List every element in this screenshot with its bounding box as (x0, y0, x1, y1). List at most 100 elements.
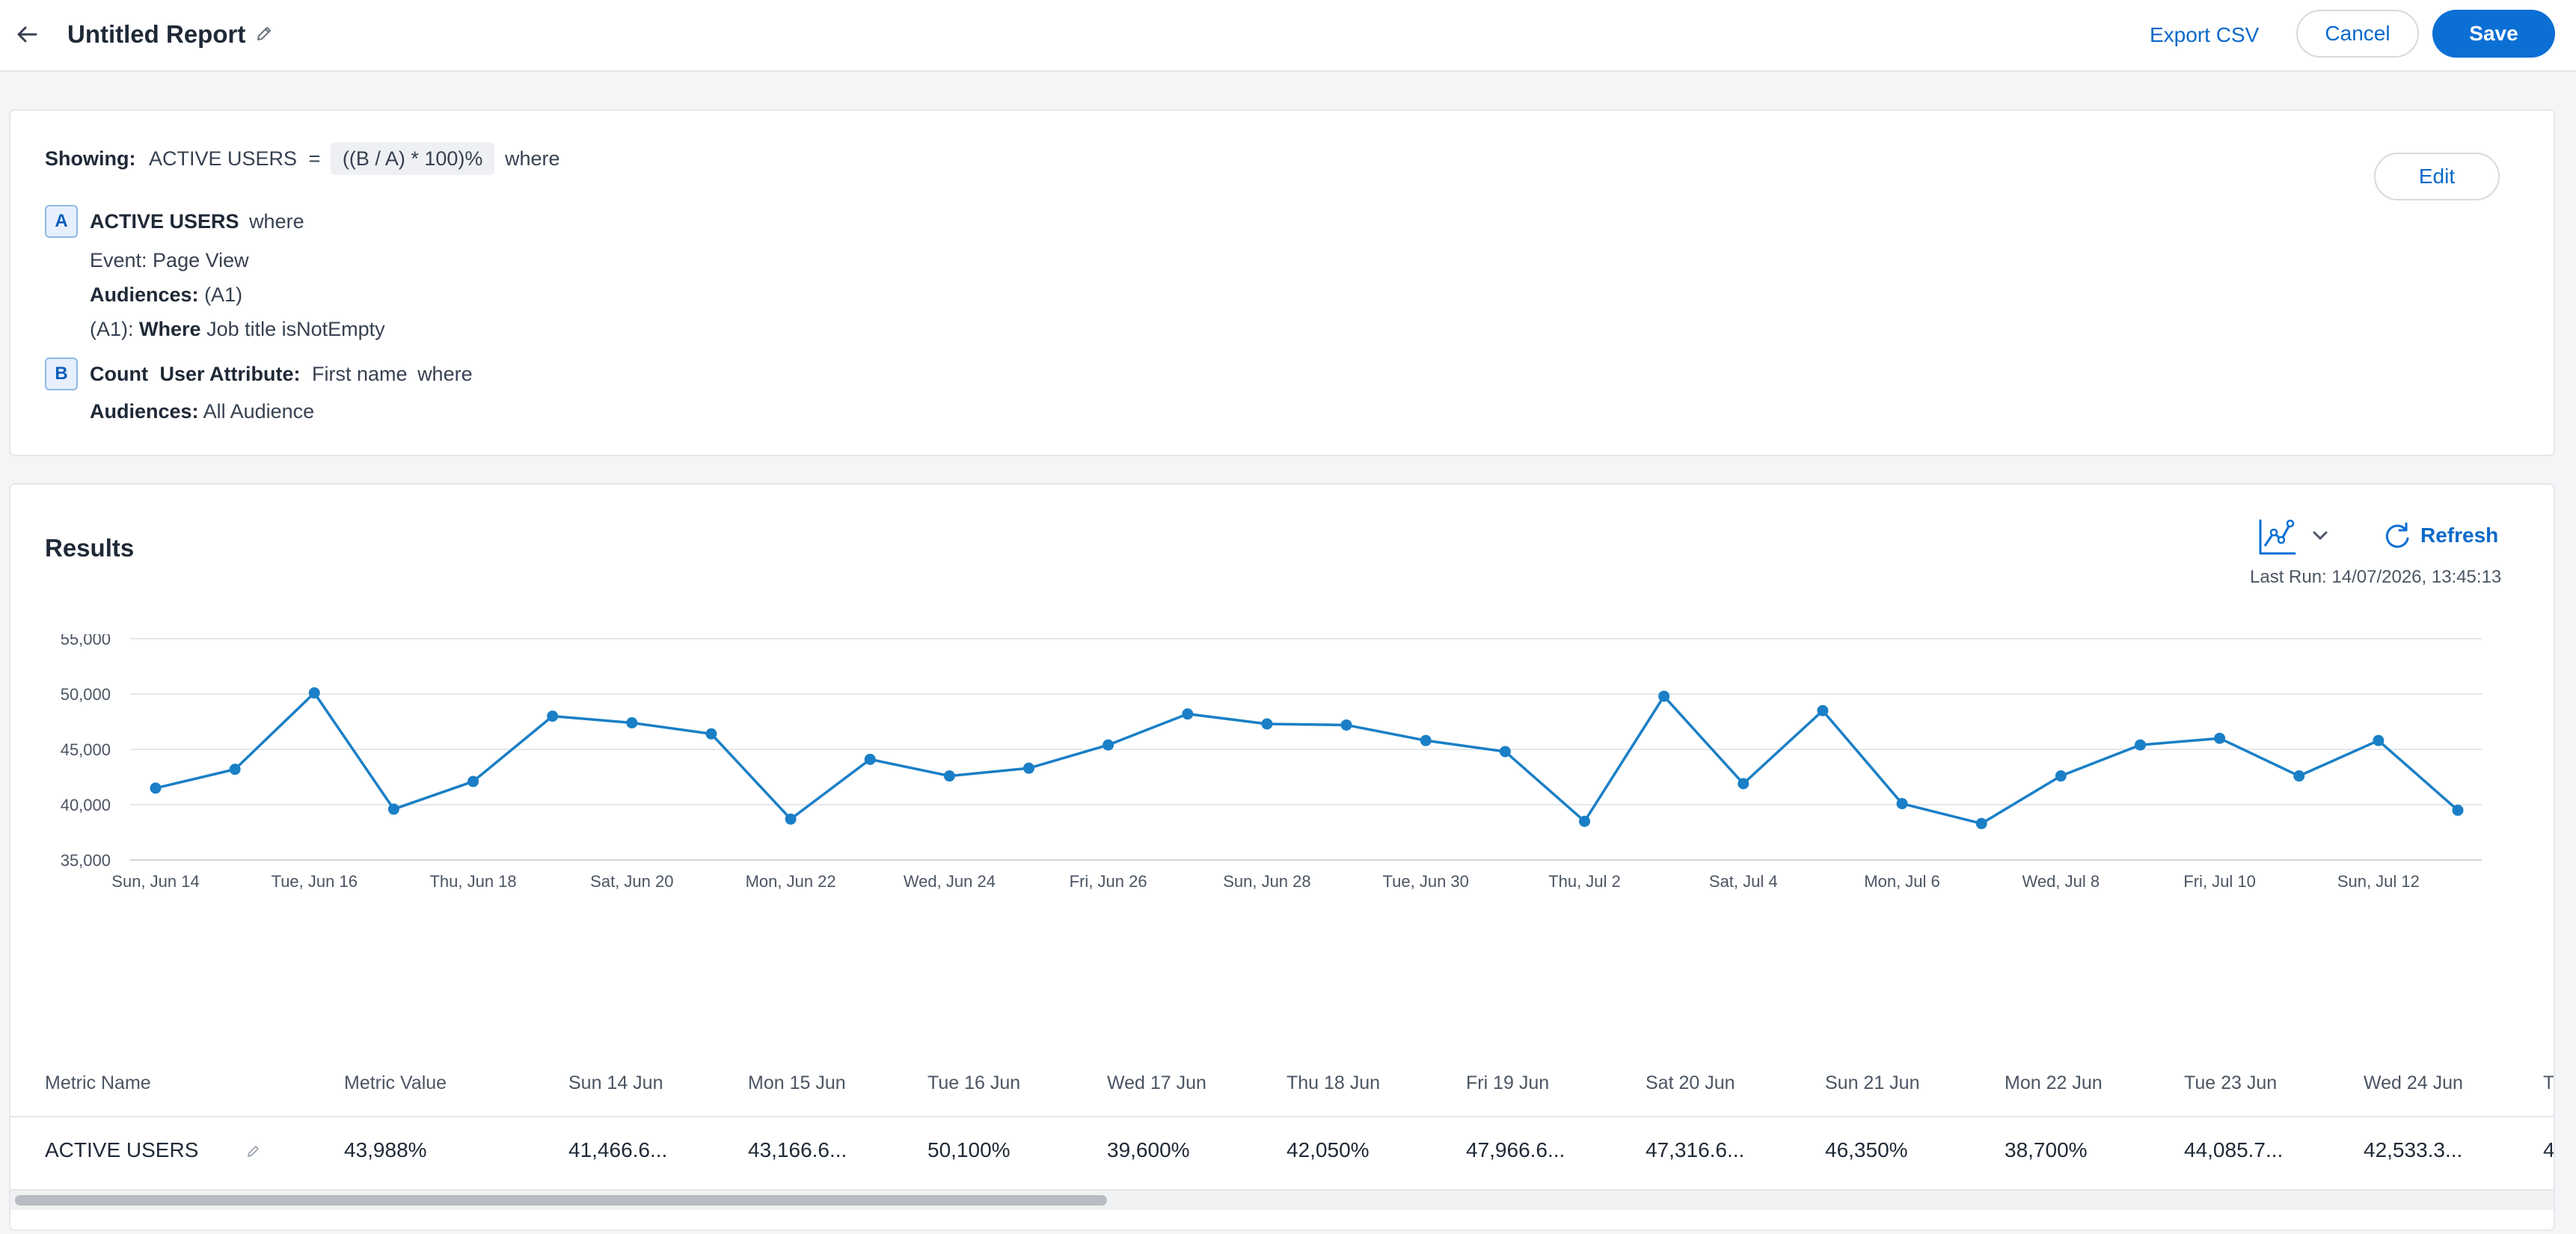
x-tick-label: Mon, Jul 6 (1864, 872, 1940, 891)
column-header-date: Mon 15 Jun (748, 1072, 846, 1093)
audiences-value: (A1) (204, 283, 243, 306)
data-point (785, 813, 797, 825)
horizontal-scrollbar[interactable] (10, 1189, 2554, 1210)
data-point (1578, 815, 1590, 827)
column-header-date: Tue 23 Jun (2184, 1072, 2278, 1093)
data-point (1261, 718, 1273, 730)
column-header-date: Th (2543, 1072, 2555, 1093)
metric-b-line: Count User Attribute: First name where (90, 360, 473, 387)
metric-a-line: ACTIVE USERS where (90, 208, 304, 235)
report-title: Untitled Report (67, 20, 246, 48)
table-cell: 50,100% (927, 1138, 1011, 1161)
x-tick-label: Sun, Jul 12 (2337, 872, 2420, 891)
scrollbar-thumb[interactable] (15, 1195, 1107, 1206)
y-tick-label: 50,000 (61, 685, 111, 704)
metric-a-filter: (A1): Where Job title isNotEmpty (90, 316, 385, 343)
user-attribute-value: First name (312, 363, 408, 385)
filter-text: Job title isNotEmpty (206, 318, 385, 340)
x-tick-label: Sat, Jun 20 (590, 872, 673, 891)
refresh-label: Refresh (2420, 524, 2499, 547)
column-header-date: Sun 14 Jun (568, 1072, 663, 1093)
column-header-date: Tue 16 Jun (927, 1072, 1021, 1093)
where-text: where (504, 147, 560, 170)
data-point (387, 803, 399, 815)
column-header-date: Wed 24 Jun (2364, 1072, 2463, 1093)
chart-type-dropdown[interactable] (2254, 513, 2337, 559)
table-cell: 44,085.7... (2184, 1138, 2284, 1161)
formula-chip: ((B / A) * 100)% (330, 142, 495, 175)
x-tick-label: Sun, Jun 28 (1223, 872, 1310, 891)
refresh-button[interactable]: Refresh (2382, 516, 2498, 555)
data-point (1103, 739, 1114, 751)
edit-button[interactable]: Edit (2374, 153, 2500, 200)
data-point (864, 753, 876, 765)
y-tick-label: 35,000 (61, 851, 111, 870)
table-cell: 42,533.3... (2364, 1138, 2463, 1161)
data-point (1182, 708, 1194, 720)
data-point (1420, 734, 1432, 746)
x-tick-label: Mon, Jun 22 (746, 872, 836, 891)
data-point (2214, 732, 2226, 744)
metric-a-event: Event: Page View (90, 249, 249, 271)
data-point (229, 764, 241, 776)
cancel-button[interactable]: Cancel (2296, 10, 2419, 58)
x-tick-label: Sun, Jun 14 (111, 872, 199, 891)
data-point (1817, 705, 1829, 716)
x-tick-label: Fri, Jul 10 (2183, 872, 2256, 891)
column-header-metric-name: Metric Name (45, 1072, 151, 1093)
x-tick-label: Thu, Jun 18 (429, 872, 516, 891)
data-point (2293, 770, 2305, 782)
x-tick-label: Wed, Jun 24 (904, 872, 996, 891)
line-chart: 35,000 40,000 45,000 50,000 55,000 Sun, Jun 1… (61, 634, 2482, 891)
series-line (155, 691, 2459, 825)
metric-a-where: where (249, 210, 304, 233)
y-tick-label: 45,000 (61, 740, 111, 759)
audiences-label: Audiences: (90, 283, 199, 306)
data-point (1340, 719, 1352, 731)
pencil-icon[interactable] (245, 1143, 262, 1159)
data-point (1738, 778, 1749, 790)
x-tick-label: Wed, Jul 8 (2023, 872, 2100, 891)
column-header-date: Sun 21 Jun (1825, 1072, 1920, 1093)
metric-a-audiences: Audiences: (A1) (90, 281, 242, 308)
y-tick-label: 40,000 (61, 796, 111, 814)
data-point (150, 782, 162, 794)
table-header: Metric Name Metric Value Sun 14 Jun Mon 15 … (10, 1072, 2555, 1102)
save-button[interactable]: Save (2432, 10, 2555, 58)
table-divider (10, 1116, 2554, 1117)
top-bar: Untitled Report Export CSV Cancel Save (0, 0, 2576, 72)
data-point (1896, 798, 1908, 810)
results-title: Results (45, 534, 135, 562)
column-header-date: Thu 18 Jun (1287, 1072, 1381, 1093)
equals-sign: = (308, 147, 321, 170)
x-tick-label: Sat, Jul 4 (1709, 872, 1778, 891)
table-cell: 47,966.6... (1466, 1138, 1565, 1161)
refresh-icon (2385, 522, 2409, 548)
table-cell: 43,166.6... (748, 1138, 847, 1161)
results-card: Results Refresh Last Run: 14/07/2026, 13… (9, 483, 2555, 1231)
data-point (705, 728, 717, 740)
filter-where: Where (139, 318, 201, 340)
data-point (1658, 690, 1670, 702)
audiences-label: Audiences: (90, 400, 199, 423)
export-csv-button[interactable]: Export CSV (2150, 23, 2260, 46)
table-cell: 42,050% (1287, 1138, 1370, 1161)
data-point (467, 776, 479, 788)
data-point (1499, 746, 1511, 758)
x-tick-label: Tue, Jun 30 (1383, 872, 1469, 891)
pencil-icon[interactable] (254, 24, 274, 43)
data-point (943, 770, 955, 782)
back-arrow-icon[interactable] (10, 18, 43, 51)
data-point (2452, 804, 2464, 816)
table-cell: 38,700% (2005, 1138, 2088, 1161)
data-point (626, 716, 638, 728)
showing-label: Showing: (45, 147, 136, 170)
x-tick-label: Tue, Jun 16 (272, 872, 358, 891)
metric-a-name: ACTIVE USERS (90, 210, 239, 233)
table-cell: 41,466.6... (568, 1138, 668, 1161)
metric-b-audiences: Audiences: All Audience (90, 398, 314, 425)
data-point (547, 710, 559, 722)
data-point (2373, 734, 2385, 746)
metric-name-cell: ACTIVE USERS (45, 1138, 199, 1161)
data-point (1975, 817, 1987, 829)
